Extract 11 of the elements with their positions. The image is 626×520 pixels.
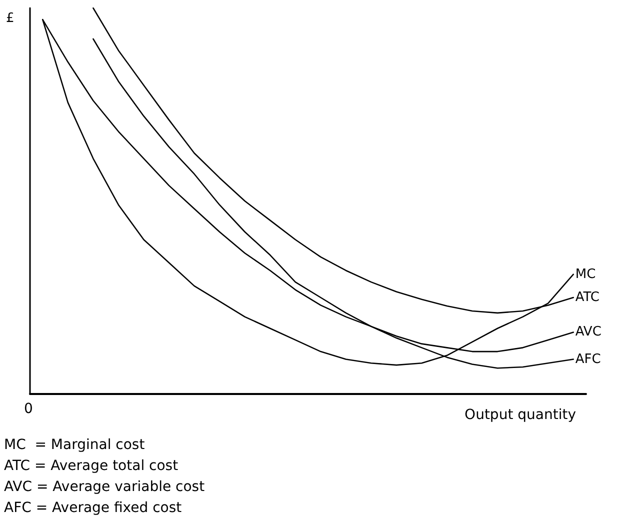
- text: AFC = Average fixed cost: [4, 500, 182, 516]
- y-axis-title: £: [6, 11, 14, 26]
- text: ATC = Average total cost: [4, 458, 179, 474]
- series-label: ATC: [575, 290, 600, 305]
- series-label: MC: [575, 266, 596, 282]
- series-label: AFC: [575, 352, 601, 367]
- text: MC = Marginal cost: [4, 437, 146, 453]
- text: AVC = Average variable cost: [4, 479, 206, 495]
- text: 0: [24, 401, 33, 417]
- series-label: AVC: [575, 324, 602, 340]
- x-axis-title: Output quantity: [464, 407, 576, 423]
